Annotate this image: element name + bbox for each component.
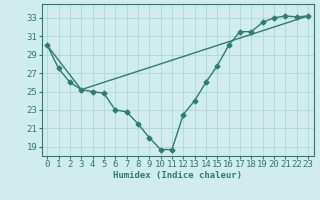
X-axis label: Humidex (Indice chaleur): Humidex (Indice chaleur) — [113, 171, 242, 180]
